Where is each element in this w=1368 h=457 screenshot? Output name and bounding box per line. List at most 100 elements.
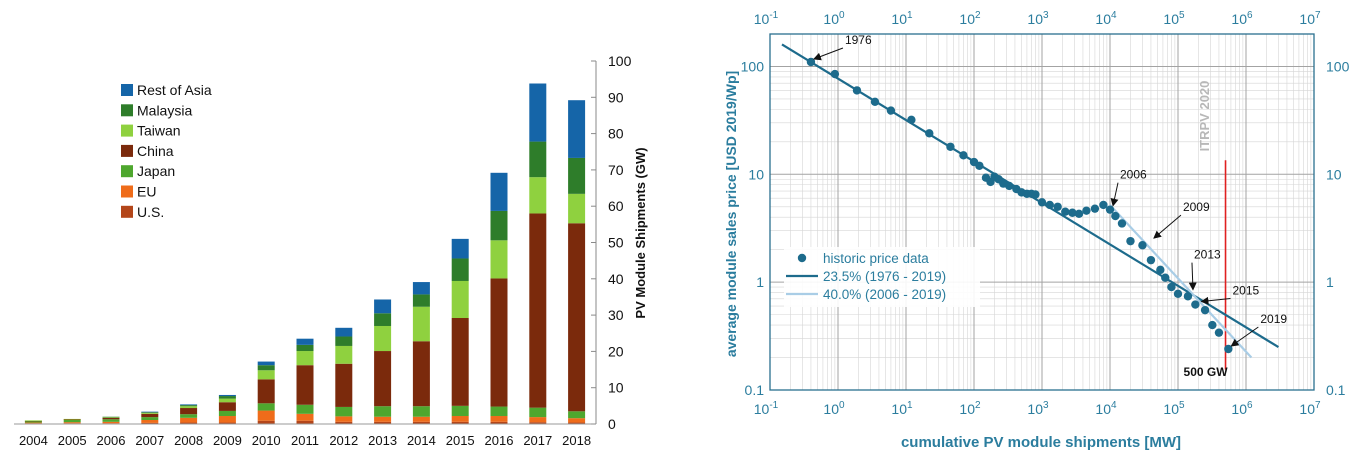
annotation-500-gw: 500 GW [1184,365,1229,379]
bar-rest-of-asia-2008 [180,404,198,406]
bar-rest-of-asia-2012 [335,327,353,337]
y-tick-label-right: 10 [1326,166,1342,182]
bar-china-2011 [296,365,314,405]
bar-u-s-2016 [490,421,508,424]
bar-malaysia-2008 [180,405,198,407]
bar-taiwan-2010 [257,370,275,380]
y-tick-label-right: 1 [1326,274,1334,290]
y-tick-label: 40 [608,271,624,287]
bar-eu-2014 [412,416,430,422]
plot-frame [769,33,1315,391]
legend-label-malaysia: Malaysia [137,102,192,118]
price-point [1208,320,1217,330]
annotation-2006: 2006 [1120,168,1147,182]
y-tick-label-left: 100 [741,58,765,74]
bar-malaysia-2011 [296,344,314,352]
bar-china-2013 [374,351,392,407]
bar-u-s-2017 [529,422,547,424]
bar-japan-2008 [180,414,198,418]
x-tick-label-top: 107 [1299,10,1321,27]
bar-stacks [24,83,586,424]
bar-malaysia-2013 [374,313,392,326]
bar-rest-of-asia-2014 [412,282,430,295]
bar-japan-2007 [141,417,159,421]
y-tick-label: 100 [608,53,632,69]
price-point [1005,181,1014,191]
bar-china-2014 [412,341,430,407]
price-point [1031,190,1040,199]
x-tick-label-top: 104 [1095,10,1117,27]
bar-rest-of-asia-2009 [218,394,236,397]
price-point [1090,204,1100,213]
bar-taiwan-2007 [141,412,159,414]
bar-chart-shipments: 2004 2005 2006 2007 2008 2009 2010 2011 2012 2013… [14,53,648,448]
x-tick-label-top: 106 [1231,10,1253,27]
x-tick-label: 2007 [135,433,164,448]
y-tick-label-right: 100 [1326,58,1350,74]
price-point [975,161,984,170]
bar-taiwan-2016 [490,240,508,279]
price-point [1173,289,1183,298]
price-point [1191,300,1200,309]
bar-malaysia-2018 [568,157,586,194]
price-point [1224,344,1233,354]
annotation-2019: 2019 [1260,312,1287,326]
x-tick-label: 2016 [485,433,514,448]
bar-japan-2005 [63,420,81,423]
legend-swatch-taiwan [121,124,133,137]
price-point [925,129,934,138]
bar-malaysia-2006 [102,416,120,418]
bar-eu-2007 [141,420,159,423]
bar-japan-2011 [296,404,314,414]
bar-china-2017 [529,213,547,408]
bar-u-s-2013 [374,421,392,424]
x-tick-label: 2013 [368,433,397,448]
bar-taiwan-2006 [102,417,120,418]
y-tick-label: 30 [608,307,624,323]
bar-japan-2010 [257,403,275,411]
legend: Rest of Asia Malaysia Taiwan China Japan EU U.… [121,82,212,220]
legend-label-40-0-2006-2019: 40.0% (2006 - 2019) [823,287,946,302]
bar-taiwan-2017 [529,177,547,214]
annotation-itrpv-2020: ITRPV 2020 [1197,81,1212,152]
y-tick-label-right: 0.1 [1326,382,1346,398]
price-point [1082,206,1091,215]
bar-china-2018 [568,223,586,412]
y-tick-label: 10 [608,380,624,396]
legend-marker-historic-price-data [797,253,807,263]
bar-china-2010 [257,379,275,404]
price-point [1045,200,1054,210]
legend-label-u-s: U.S. [137,204,164,220]
price-point [1099,200,1108,210]
bar-rest-of-asia-2010 [257,361,275,366]
bar-malaysia-2009 [218,396,236,399]
price-point [907,115,916,125]
bar-taiwan-2014 [412,306,430,342]
bar-eu-2011 [296,413,314,421]
bar-rest-of-asia-2011 [296,338,314,345]
price-point [1214,328,1224,337]
bar-japan-2014 [412,406,430,417]
price-learning-curve: 10-110-110010010110110210210310310410410… [723,10,1350,451]
x-tick-label-top: 100 [823,10,845,27]
x-tick-label-bottom: 101 [891,400,913,417]
bar-japan-2009 [218,410,236,417]
price-point [1200,305,1210,315]
x-tick-label-top: 10-1 [754,10,779,27]
price-point [946,142,955,151]
y-tick-label: 0 [608,416,616,432]
legend-label-japan: Japan [137,163,175,179]
bar-malaysia-2014 [412,294,430,307]
bar-u-s-2015 [451,421,469,424]
y-tick-label: 90 [608,89,624,105]
bar-eu-2008 [180,417,198,423]
price-point [1105,205,1115,214]
bar-rest-of-asia-2016 [490,172,508,211]
x-tick-label: 2006 [97,433,126,448]
x-tick-label-bottom: 10-1 [754,400,779,417]
legend-label-23-5-1976-2019: 23.5% (1976 - 2019) [823,269,946,284]
bar-u-s-2008 [180,422,198,424]
y-ticks: 0 10 20 30 40 50 60 70 80 90 100 [591,53,632,432]
